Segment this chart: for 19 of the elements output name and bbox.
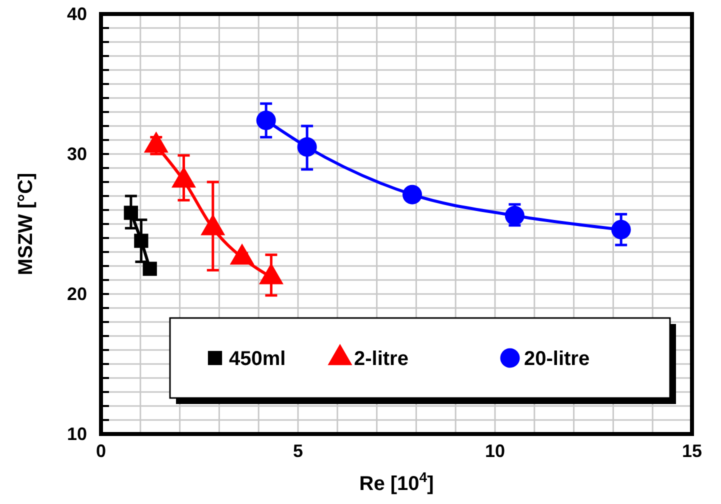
point bbox=[297, 137, 317, 157]
y-axis-title: MSZW [°C] bbox=[15, 172, 37, 276]
x-tick-label: 10 bbox=[484, 440, 506, 461]
point bbox=[124, 206, 138, 220]
point bbox=[256, 110, 276, 130]
legend-label: 20-litre bbox=[524, 348, 590, 370]
x-axis-title: Re [10$^{4}$] bbox=[359, 469, 434, 495]
x-tick-label: 5 bbox=[292, 440, 304, 461]
point bbox=[142, 262, 157, 276]
legend-label: 450ml bbox=[229, 348, 286, 370]
y-tick-label: 40 bbox=[66, 4, 87, 24]
x-tick-label: 0 bbox=[96, 440, 106, 461]
y-tick-label: 30 bbox=[66, 144, 87, 164]
x-tick-label: 15 bbox=[682, 440, 702, 461]
y-tick-label: 20 bbox=[66, 284, 87, 304]
point bbox=[611, 220, 631, 240]
legend-label: 2-litre bbox=[354, 348, 408, 370]
y-tick-label: 10 bbox=[66, 424, 87, 444]
point bbox=[402, 184, 422, 204]
